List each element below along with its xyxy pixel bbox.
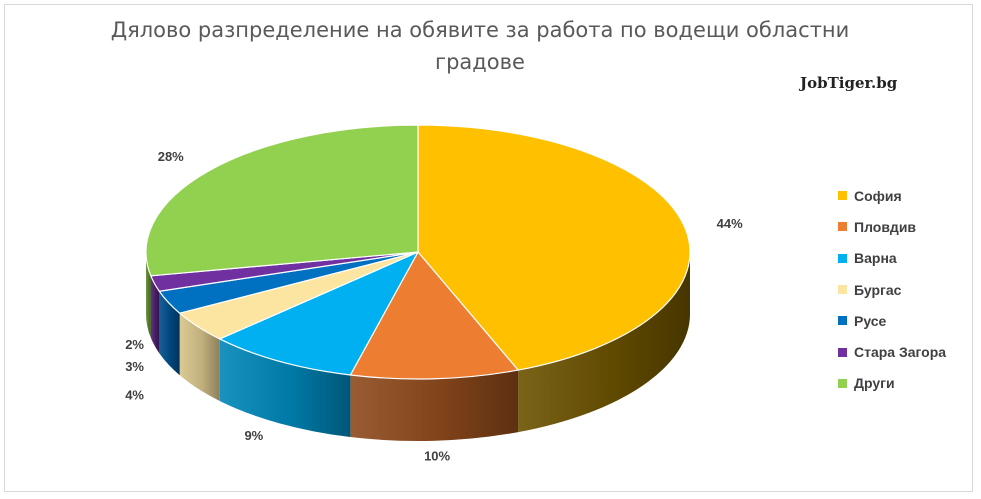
- legend-swatch: [838, 222, 847, 232]
- legend-item-plovdiv: Пловдив: [838, 211, 946, 242]
- legend-label: Русе: [854, 312, 887, 329]
- legend-label: Стара Загора: [854, 344, 947, 361]
- pie-label-софия: 44%: [717, 216, 743, 231]
- pie-label-стара-загора: 2%: [125, 337, 144, 352]
- legend-swatch: [838, 316, 847, 326]
- pie-side-shade: [219, 338, 351, 438]
- pie-side-shade: [350, 370, 519, 441]
- legend-swatch: [838, 191, 847, 201]
- legend-swatch: [838, 347, 847, 357]
- pie-side-shade: [179, 313, 220, 401]
- legend-label: Други: [854, 375, 895, 392]
- pie-side-shade: [150, 275, 160, 354]
- legend-label: Пловдив: [854, 218, 917, 235]
- pie-side-shade: [518, 252, 690, 433]
- pie-label-бургас: 4%: [125, 387, 144, 402]
- legend-label: София: [854, 187, 902, 204]
- pie-labels: 44% 10% 9% 4% 3% 2% 28%: [125, 149, 743, 463]
- pie-slice-други: [145, 124, 419, 277]
- legend-swatch: [838, 253, 847, 263]
- legend-item-drugi: Други: [838, 368, 946, 399]
- legend-label: Варна: [854, 250, 897, 267]
- chart-title: Дялово разпределение на обявите за работ…: [70, 14, 890, 78]
- legend-item-sofia: София: [838, 180, 946, 211]
- pie-tops: [145, 124, 691, 380]
- pie-label-русе: 3%: [125, 359, 144, 374]
- pie-side-shade: [159, 291, 180, 376]
- pie-label-други: 28%: [158, 149, 184, 164]
- pie-sides: [146, 252, 690, 441]
- pie-label-пловдив: 10%: [424, 449, 450, 464]
- pie-slice-пловдив: [349, 251, 519, 380]
- legend-swatch: [838, 285, 847, 295]
- legend-label: Бургас: [854, 281, 902, 298]
- pie-slice-варна: [219, 251, 419, 376]
- chart-title-line-1: Дялово разпределение на обявите за работ…: [110, 18, 850, 42]
- pie-label-варна: 9%: [244, 428, 263, 443]
- legend-item-varna: Варна: [838, 243, 946, 274]
- legend-item-burgas: Бургас: [838, 274, 946, 305]
- legend: София Пловдив Варна Бургас Русе Стара За…: [838, 180, 946, 399]
- chart-title-line-2: градове: [435, 50, 525, 74]
- jobtiger-watermark: JobTiger.bg: [800, 74, 898, 92]
- legend-swatch: [838, 378, 847, 388]
- legend-item-ruse: Русе: [838, 305, 946, 336]
- pie-slice-софия: [417, 124, 691, 371]
- legend-item-stara-zagora: Стара Загора: [838, 336, 946, 367]
